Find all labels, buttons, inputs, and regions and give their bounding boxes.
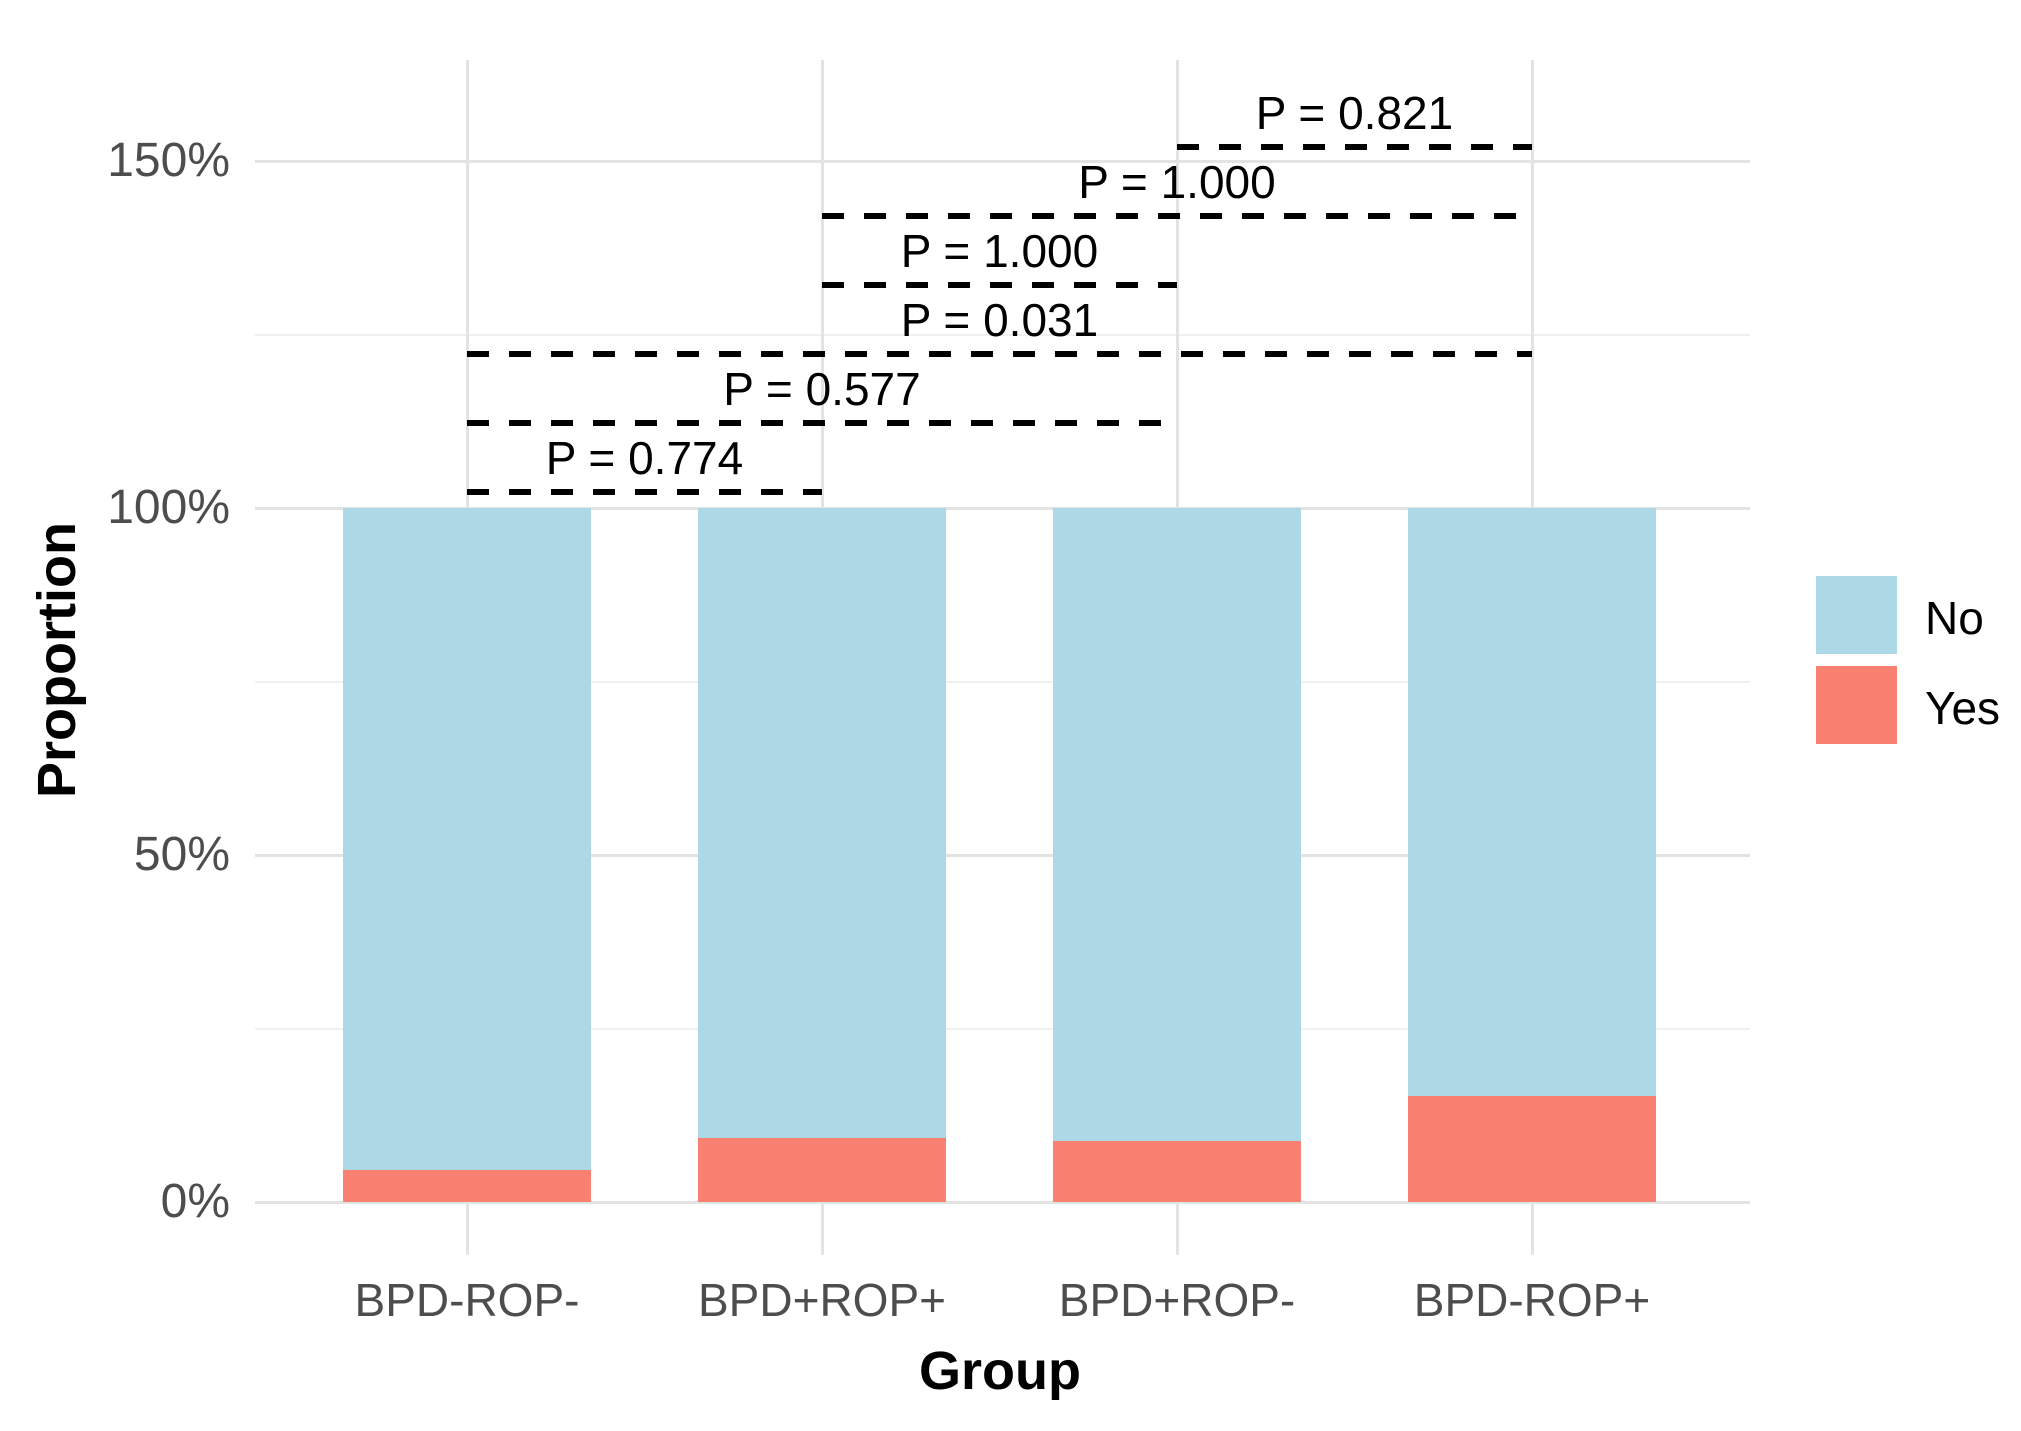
bar-yes-segment [343,1170,591,1202]
x-tick-label: BPD-ROP- [354,1274,580,1326]
gridline-horizontal-major [255,1201,1750,1204]
y-tick-label: 0% [160,1175,230,1228]
bar-yes-segment [1053,1141,1301,1202]
bar-no-segment [698,508,946,1138]
pvalue-dashed-line [467,420,1177,426]
pvalue-dashed-line [1177,144,1532,150]
bar-no-segment [1053,508,1301,1141]
legend-label: No [1925,591,1984,644]
bar-yes-segment [698,1138,946,1202]
pvalue-label: P = 0.774 [545,432,744,484]
x-tick-label: BPD+ROP- [1058,1274,1296,1326]
gridline-horizontal-major [255,854,1750,857]
pvalue-label: P = 0.577 [723,363,921,415]
x-axis-title: Group [919,1341,1081,1401]
pvalue-label: P = 0.031 [900,294,1099,346]
gridline-horizontal-minor [255,680,1750,683]
gridline-horizontal-major [255,160,1750,163]
gridline-horizontal-minor [255,333,1750,336]
y-tick-label: 100% [107,481,230,534]
pvalue-dashed-line [467,351,1532,357]
legend-swatch-yes [1816,666,1897,744]
pvalue-dashed-line [822,282,1177,288]
bar-no-segment [343,508,591,1170]
pvalue-dashed-line [822,213,1532,219]
x-tick-label: BPD-ROP+ [1413,1274,1651,1326]
y-tick-label: 50% [133,828,230,881]
gridline-horizontal-major [255,507,1750,510]
bar-yes-segment [1408,1096,1656,1202]
pvalue-label: P = 0.821 [1255,87,1454,139]
pvalue-label: P = 1.000 [1078,156,1276,208]
gridline-horizontal-minor [255,1027,1750,1030]
legend-swatch-no [1816,576,1897,654]
legend-label: Yes [1925,681,2001,734]
x-tick-label: BPD+ROP+ [698,1274,946,1326]
bar-no-segment [1408,508,1656,1096]
pvalue-dashed-line [467,489,822,495]
pvalue-label: P = 1.000 [900,225,1099,277]
y-axis-title: Proportion [27,522,87,798]
y-tick-label: 150% [107,134,230,187]
